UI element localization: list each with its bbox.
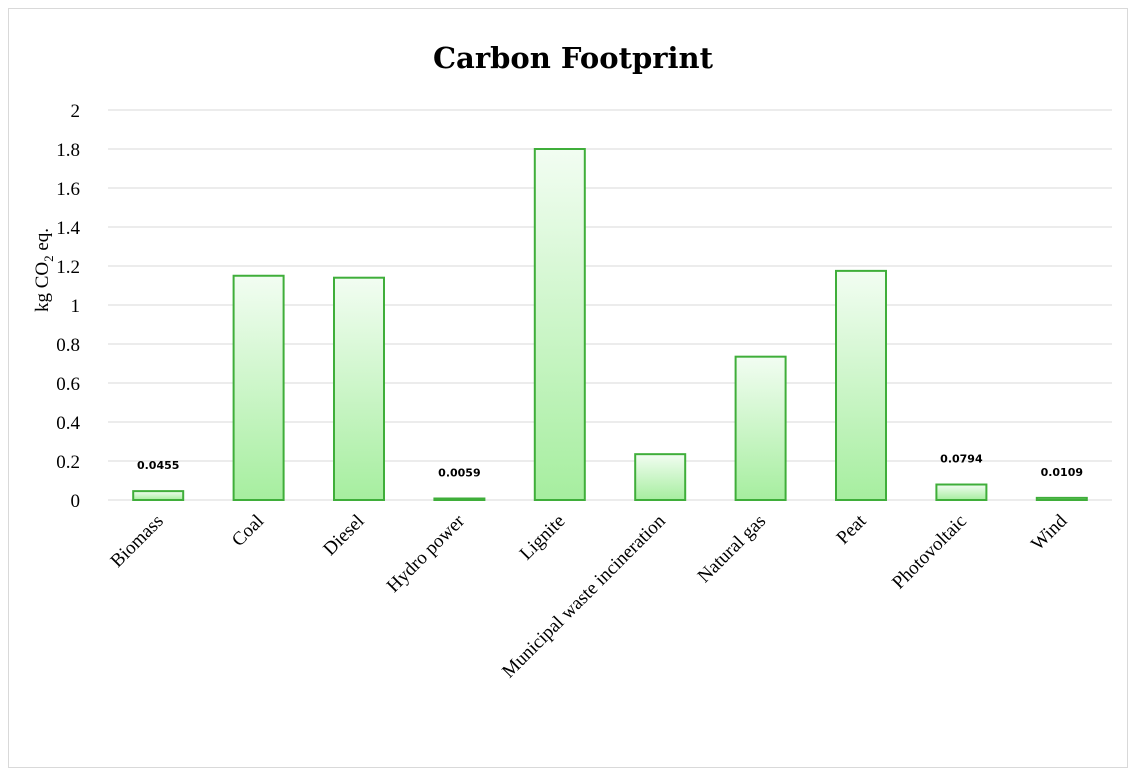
- y-tick-label: 1.4: [56, 218, 80, 239]
- y-tick-label: 1.2: [56, 257, 80, 278]
- x-tick-label: Peat: [833, 510, 871, 548]
- y-axis-ticks: 0 0.2 0.4 0.6 0.8 1 1.2 1.4 1.6 1.8 2: [56, 101, 80, 512]
- data-label: 0.0109: [1041, 466, 1083, 479]
- x-tick-label: Photovoltaic: [888, 511, 971, 594]
- data-label: 0.0794: [940, 453, 983, 466]
- bar: [232, 274, 285, 501]
- x-tick-label: Wind: [1027, 510, 1072, 555]
- x-tick-label: Diesel: [319, 511, 368, 560]
- y-tick-label: 0.2: [56, 452, 80, 473]
- y-tick-label: 1.6: [56, 179, 80, 200]
- x-tick-label: Coal: [228, 511, 268, 551]
- x-tick-label: Municipal waste incineration: [498, 510, 670, 682]
- y-tick-label: 0.8: [56, 335, 80, 356]
- bar: [835, 269, 887, 501]
- x-tick-label: Lignite: [516, 511, 570, 565]
- bar: [634, 453, 687, 501]
- bar: [734, 355, 787, 501]
- bar: [132, 490, 185, 502]
- y-tick-label: 0.4: [56, 413, 80, 434]
- y-tick-label: 0: [71, 491, 81, 512]
- bar: [433, 497, 486, 501]
- bar: [533, 148, 586, 501]
- y-tick-label: 2: [71, 101, 81, 122]
- bar: [935, 483, 988, 501]
- chart-title: Carbon Footprint: [433, 41, 714, 75]
- y-tick-label: 1: [71, 296, 81, 317]
- x-axis-ticks: Biomass Coal Diesel Hydro power LigniteMunic…: [107, 510, 1072, 682]
- data-labels: 0.0455 0.0059 0.0794 0.0109: [137, 453, 1083, 480]
- data-label: 0.0059: [438, 467, 480, 480]
- bars: [132, 148, 1088, 502]
- x-tick-label: Biomass: [107, 511, 168, 572]
- y-tick-label: 0.6: [56, 374, 80, 395]
- y-axis-label: kg CO2 eq.: [32, 228, 56, 312]
- data-label: 0.0455: [137, 459, 179, 472]
- x-tick-label: Hydro power: [383, 510, 470, 597]
- bar: [1035, 496, 1088, 502]
- x-tick-label: Natural gas: [694, 511, 770, 587]
- y-tick-label: 1.8: [56, 140, 80, 161]
- bar: [333, 276, 385, 502]
